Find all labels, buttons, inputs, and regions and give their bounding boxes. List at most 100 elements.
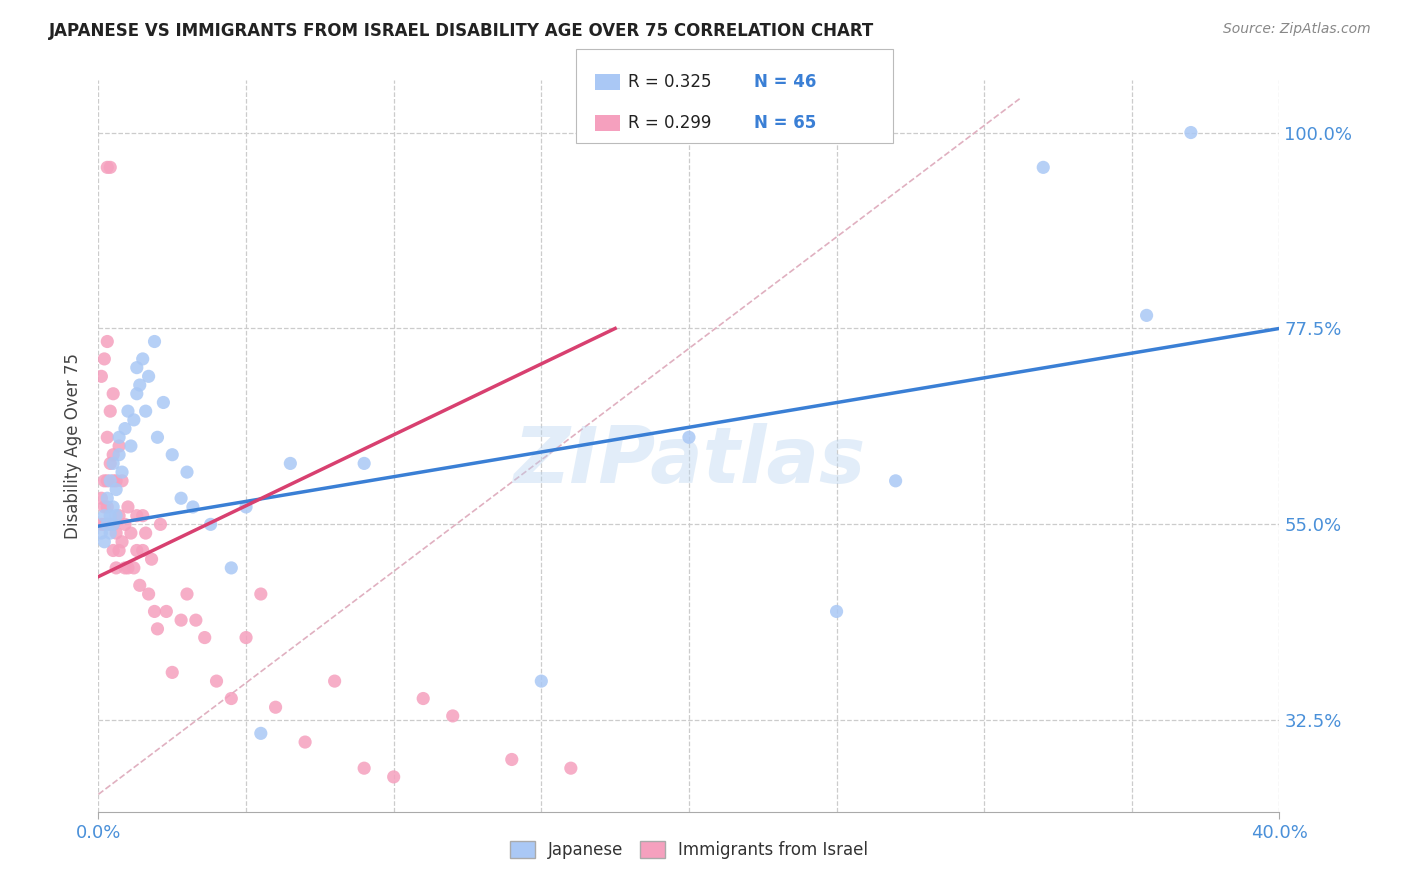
- Point: [90, 491, 112, 506]
- Point: [382, 770, 405, 784]
- Point: [105, 561, 128, 575]
- Point: [884, 474, 907, 488]
- Point: [128, 378, 150, 392]
- Point: [120, 439, 142, 453]
- Point: [117, 500, 139, 514]
- Point: [108, 508, 131, 523]
- Point: [103, 543, 125, 558]
- Text: ZIPatlas: ZIPatlas: [513, 423, 865, 499]
- Point: [114, 561, 136, 575]
- Point: [138, 587, 160, 601]
- Point: [825, 604, 848, 618]
- Point: [176, 587, 198, 601]
- Point: [103, 457, 125, 471]
- Point: [678, 430, 700, 444]
- Point: [122, 413, 145, 427]
- Point: [128, 578, 150, 592]
- Point: [501, 752, 523, 766]
- Point: [294, 735, 316, 749]
- Point: [135, 404, 157, 418]
- Point: [98, 508, 121, 523]
- Text: Source: ZipAtlas.com: Source: ZipAtlas.com: [1223, 22, 1371, 37]
- Point: [280, 457, 302, 471]
- Point: [111, 534, 134, 549]
- Point: [530, 674, 553, 689]
- Point: [170, 491, 193, 506]
- Y-axis label: Disability Age Over 75: Disability Age Over 75: [65, 353, 83, 539]
- Point: [108, 439, 131, 453]
- Point: [105, 483, 128, 497]
- Point: [98, 457, 121, 471]
- Text: R = 0.325: R = 0.325: [628, 73, 711, 91]
- Point: [143, 604, 166, 618]
- Point: [114, 421, 136, 435]
- Point: [323, 674, 346, 689]
- Point: [170, 613, 193, 627]
- Point: [96, 430, 118, 444]
- Point: [125, 508, 148, 523]
- Point: [184, 613, 207, 627]
- Point: [194, 631, 217, 645]
- Point: [105, 508, 128, 523]
- Point: [146, 622, 169, 636]
- Point: [96, 517, 118, 532]
- Legend: Japanese, Immigrants from Israel: Japanese, Immigrants from Israel: [503, 834, 875, 865]
- Point: [105, 526, 128, 541]
- Point: [103, 474, 125, 488]
- Point: [98, 526, 121, 541]
- Point: [93, 351, 115, 366]
- Point: [90, 369, 112, 384]
- Point: [114, 517, 136, 532]
- Point: [221, 561, 243, 575]
- Point: [117, 404, 139, 418]
- Point: [93, 508, 115, 523]
- Point: [138, 369, 160, 384]
- Point: [250, 587, 273, 601]
- Point: [132, 351, 155, 366]
- Point: [146, 430, 169, 444]
- Point: [176, 465, 198, 479]
- Point: [135, 526, 157, 541]
- Point: [412, 691, 434, 706]
- Point: [181, 500, 204, 514]
- Point: [152, 395, 174, 409]
- Point: [132, 543, 155, 558]
- Point: [353, 761, 375, 775]
- Point: [441, 709, 464, 723]
- Point: [205, 674, 228, 689]
- Point: [108, 543, 131, 558]
- Point: [143, 334, 166, 349]
- Point: [108, 448, 131, 462]
- Point: [111, 465, 134, 479]
- Point: [120, 526, 142, 541]
- Point: [93, 500, 115, 514]
- Text: R = 0.299: R = 0.299: [628, 114, 711, 132]
- Point: [125, 543, 148, 558]
- Point: [103, 500, 125, 514]
- Text: JAPANESE VS IMMIGRANTS FROM ISRAEL DISABILITY AGE OVER 75 CORRELATION CHART: JAPANESE VS IMMIGRANTS FROM ISRAEL DISAB…: [49, 22, 875, 40]
- Point: [98, 404, 121, 418]
- Point: [141, 552, 163, 566]
- Point: [155, 604, 177, 618]
- Point: [162, 665, 183, 680]
- Point: [200, 517, 222, 532]
- Point: [93, 474, 115, 488]
- Point: [105, 474, 128, 488]
- Text: N = 46: N = 46: [754, 73, 815, 91]
- Point: [149, 517, 172, 532]
- Point: [125, 386, 148, 401]
- Point: [235, 631, 257, 645]
- Point: [96, 161, 118, 175]
- Point: [98, 517, 121, 532]
- Point: [1136, 309, 1159, 323]
- Point: [93, 534, 115, 549]
- Point: [98, 161, 121, 175]
- Point: [111, 474, 134, 488]
- Point: [90, 517, 112, 532]
- Point: [117, 561, 139, 575]
- Point: [560, 761, 582, 775]
- Point: [103, 517, 125, 532]
- Point: [221, 691, 243, 706]
- Point: [162, 448, 183, 462]
- Point: [93, 517, 115, 532]
